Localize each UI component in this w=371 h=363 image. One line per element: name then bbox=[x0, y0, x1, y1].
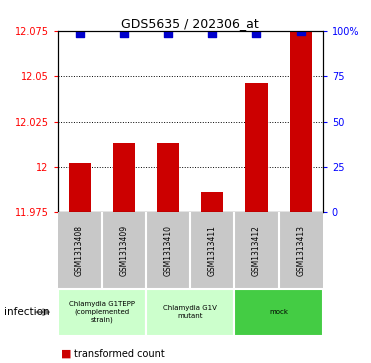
Point bbox=[209, 30, 215, 36]
Text: ■: ■ bbox=[61, 349, 72, 359]
Text: GSM1313409: GSM1313409 bbox=[119, 225, 128, 276]
Text: GSM1313410: GSM1313410 bbox=[164, 225, 173, 276]
Point bbox=[298, 28, 303, 34]
Text: GSM1313411: GSM1313411 bbox=[208, 225, 217, 276]
Text: infection: infection bbox=[4, 307, 49, 317]
Text: transformed count: transformed count bbox=[74, 349, 165, 359]
Bar bbox=[290, 31, 312, 212]
Point bbox=[77, 30, 83, 36]
Text: mock: mock bbox=[269, 309, 288, 315]
Point bbox=[165, 30, 171, 36]
Point bbox=[121, 30, 127, 36]
Bar bbox=[245, 83, 267, 212]
Point bbox=[253, 30, 259, 36]
Text: GSM1313412: GSM1313412 bbox=[252, 225, 261, 276]
Bar bbox=[113, 143, 135, 212]
Bar bbox=[146, 289, 234, 336]
Bar bbox=[58, 289, 146, 336]
Bar bbox=[201, 192, 223, 212]
Text: Chlamydia G1TEPP
(complemented
strain): Chlamydia G1TEPP (complemented strain) bbox=[69, 301, 135, 323]
Text: GSM1313408: GSM1313408 bbox=[75, 225, 84, 276]
Text: Chlamydia G1V
mutant: Chlamydia G1V mutant bbox=[163, 305, 217, 319]
Bar bbox=[157, 143, 179, 212]
Title: GDS5635 / 202306_at: GDS5635 / 202306_at bbox=[121, 17, 259, 30]
Bar bbox=[234, 289, 323, 336]
Bar bbox=[69, 163, 91, 212]
Text: GSM1313413: GSM1313413 bbox=[296, 225, 305, 276]
